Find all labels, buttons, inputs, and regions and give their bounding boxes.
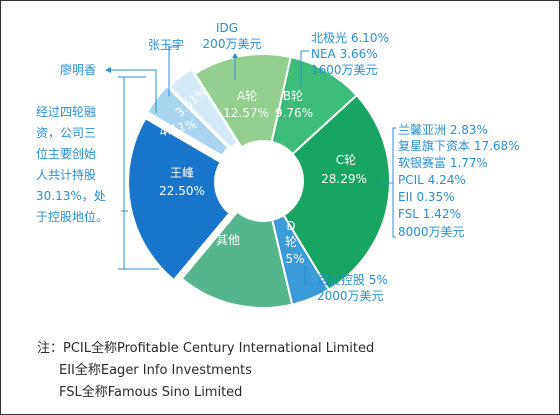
annotation-wang-line-5: 30.13%，处 bbox=[36, 189, 106, 203]
annotation-round-d: 百度控股 5% 2000万美元 bbox=[317, 272, 388, 303]
annotation-round-c-line-5: EII 0.35% bbox=[398, 190, 455, 204]
annotation-wang-line-2: 资，公司三 bbox=[36, 126, 96, 140]
footnote-eii: EII全称Eager Info Investments bbox=[59, 362, 252, 378]
slice-label-d-name-1: D bbox=[286, 219, 295, 233]
annotation-idg: IDG 200万美元 bbox=[203, 21, 262, 51]
slice-label-others: 其他 bbox=[216, 233, 240, 247]
annotation-round-c-line-6: FSL 1.42% bbox=[398, 207, 461, 221]
annotation-idg-line-1: IDG bbox=[216, 21, 238, 35]
slice-zhang-yuyu bbox=[168, 67, 240, 150]
slices-group bbox=[127, 53, 392, 309]
annotation-round-c-line-3: 软银赛富 1.77% bbox=[398, 155, 488, 170]
footnote-fsl: FSL全称Famous Sino Limited bbox=[59, 384, 242, 400]
annotation-wang-line-6: 于控股地位。 bbox=[36, 209, 108, 224]
leader-round-b bbox=[300, 50, 309, 87]
annotation-round-b: 北极光 6.10% NEA 3.66% 1600万美元 bbox=[311, 31, 389, 77]
annotation-round-c-line-7: 8000万美元 bbox=[398, 225, 465, 239]
annotation-liao: 廖明香 bbox=[60, 62, 96, 77]
slice-label-a-name: A轮 bbox=[237, 89, 257, 103]
slice-label-wang-value: 22.50% bbox=[159, 184, 205, 198]
slice-label-d-name-2: 轮 bbox=[285, 235, 297, 249]
slice-label-wang-name: 王峰 bbox=[170, 166, 194, 180]
leader-zhang bbox=[168, 46, 179, 96]
slice-label-c-name: C轮 bbox=[336, 153, 356, 167]
slice-wang-feng bbox=[127, 116, 231, 282]
annotation-wang-line-3: 位主要创始 bbox=[36, 146, 96, 161]
footnotes: 注：PCIL全称Profitable Century International… bbox=[37, 340, 374, 400]
annotation-wang: 经过四轮融 资，公司三 位主要创始 人共计持股 30.13%，处 于控股地位。 bbox=[36, 105, 108, 224]
leader-wang-bracket bbox=[118, 76, 125, 270]
slice-label-c-value: 28.29% bbox=[321, 172, 367, 186]
leader-idg-arrow bbox=[232, 53, 238, 58]
annotation-round-d-line-2: 2000万美元 bbox=[317, 289, 384, 303]
slice-others bbox=[180, 210, 294, 309]
slice-label-d-value: 5% bbox=[285, 252, 304, 266]
annotation-wang-line-4: 人共计持股 bbox=[36, 167, 96, 182]
annotation-zhang: 张玉宇 bbox=[148, 38, 184, 52]
slice-round-a bbox=[193, 53, 292, 149]
slice-label-b-value: 9.76% bbox=[275, 106, 313, 120]
annotation-round-b-line-1: 北极光 6.10% bbox=[311, 31, 389, 45]
annotation-round-b-line-2: NEA 3.66% bbox=[311, 47, 378, 61]
annotation-idg-line-2: 200万美元 bbox=[203, 37, 262, 51]
slice-round-c bbox=[282, 93, 392, 292]
annotation-round-c: 兰馨亚洲 2.83% 复星旗下资本 17.68% 软银赛富 1.77% PCIL… bbox=[398, 122, 520, 239]
annotation-round-c-line-2: 复星旗下资本 17.68% bbox=[398, 138, 520, 153]
leader-lines bbox=[105, 46, 396, 285]
leader-liao-arrow bbox=[105, 67, 111, 73]
footnote-pcil: 注：PCIL全称Profitable Century International… bbox=[37, 340, 374, 356]
annotation-round-d-line-1: 百度控股 5% bbox=[317, 272, 388, 287]
leader-round-d bbox=[304, 265, 313, 285]
annotation-wang-line-1: 经过四轮融 bbox=[36, 105, 96, 119]
annotation-round-c-line-4: PCIL 4.24% bbox=[398, 173, 466, 187]
annotation-round-b-line-3: 1600万美元 bbox=[311, 63, 378, 77]
annotation-round-c-line-1: 兰馨亚洲 2.83% bbox=[398, 122, 488, 137]
leader-round-c-bracket bbox=[392, 127, 396, 238]
slice-label-a-value: 12.57% bbox=[223, 106, 269, 120]
slice-liao-mingxiang bbox=[145, 84, 230, 158]
slice-label-b-name: B轮 bbox=[283, 89, 303, 103]
leader-liao bbox=[111, 69, 157, 113]
